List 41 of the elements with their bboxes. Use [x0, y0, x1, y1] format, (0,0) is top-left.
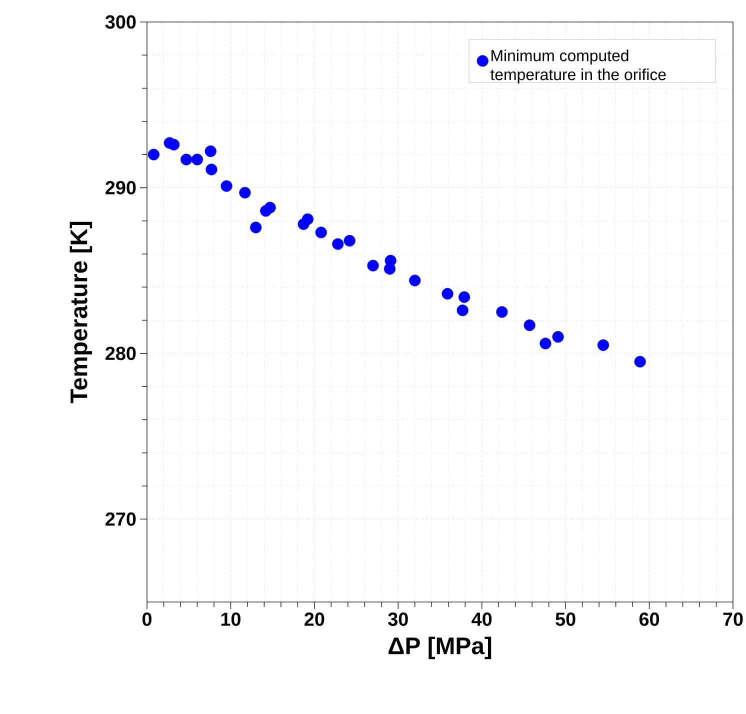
point [264, 202, 276, 214]
point [456, 304, 468, 316]
point [442, 288, 454, 300]
point [524, 319, 536, 332]
point [250, 222, 262, 234]
y-tick-label: 280 [106, 346, 136, 360]
x-tick-label: 70 [723, 612, 743, 626]
point [148, 148, 160, 160]
x-tick-label: 30 [388, 612, 408, 626]
point [206, 164, 218, 176]
y-axis-title: Temperature [K] [70, 222, 92, 404]
y-tick-label: 290 [106, 180, 136, 194]
y-tick-label: 300 [105, 15, 136, 29]
point [302, 213, 314, 225]
x-tick-label: 10 [221, 612, 240, 626]
point [496, 306, 508, 318]
x-tick-label: 0 [142, 612, 152, 626]
point [180, 154, 192, 166]
x-tick-label: 40 [472, 612, 492, 626]
point [367, 260, 379, 272]
point [540, 338, 552, 350]
point [634, 356, 646, 368]
point [597, 339, 610, 351]
point [332, 238, 344, 250]
x-tick-label: 50 [556, 612, 576, 626]
point [168, 138, 180, 150]
point [458, 291, 470, 303]
point [384, 263, 396, 275]
point [344, 234, 356, 247]
point [239, 186, 251, 198]
y-tick-label: 270 [106, 512, 136, 526]
point [409, 274, 421, 286]
point [220, 180, 232, 192]
x-axis-title: ΔP [MPa] [388, 636, 492, 660]
point [204, 145, 216, 158]
point [315, 226, 327, 238]
x-tick-label: 60 [639, 612, 660, 626]
x-tick-label: 20 [304, 612, 324, 626]
point [552, 331, 564, 343]
point [191, 154, 204, 166]
legend-label: Minimum computed temperature in the orifice [490, 50, 666, 84]
